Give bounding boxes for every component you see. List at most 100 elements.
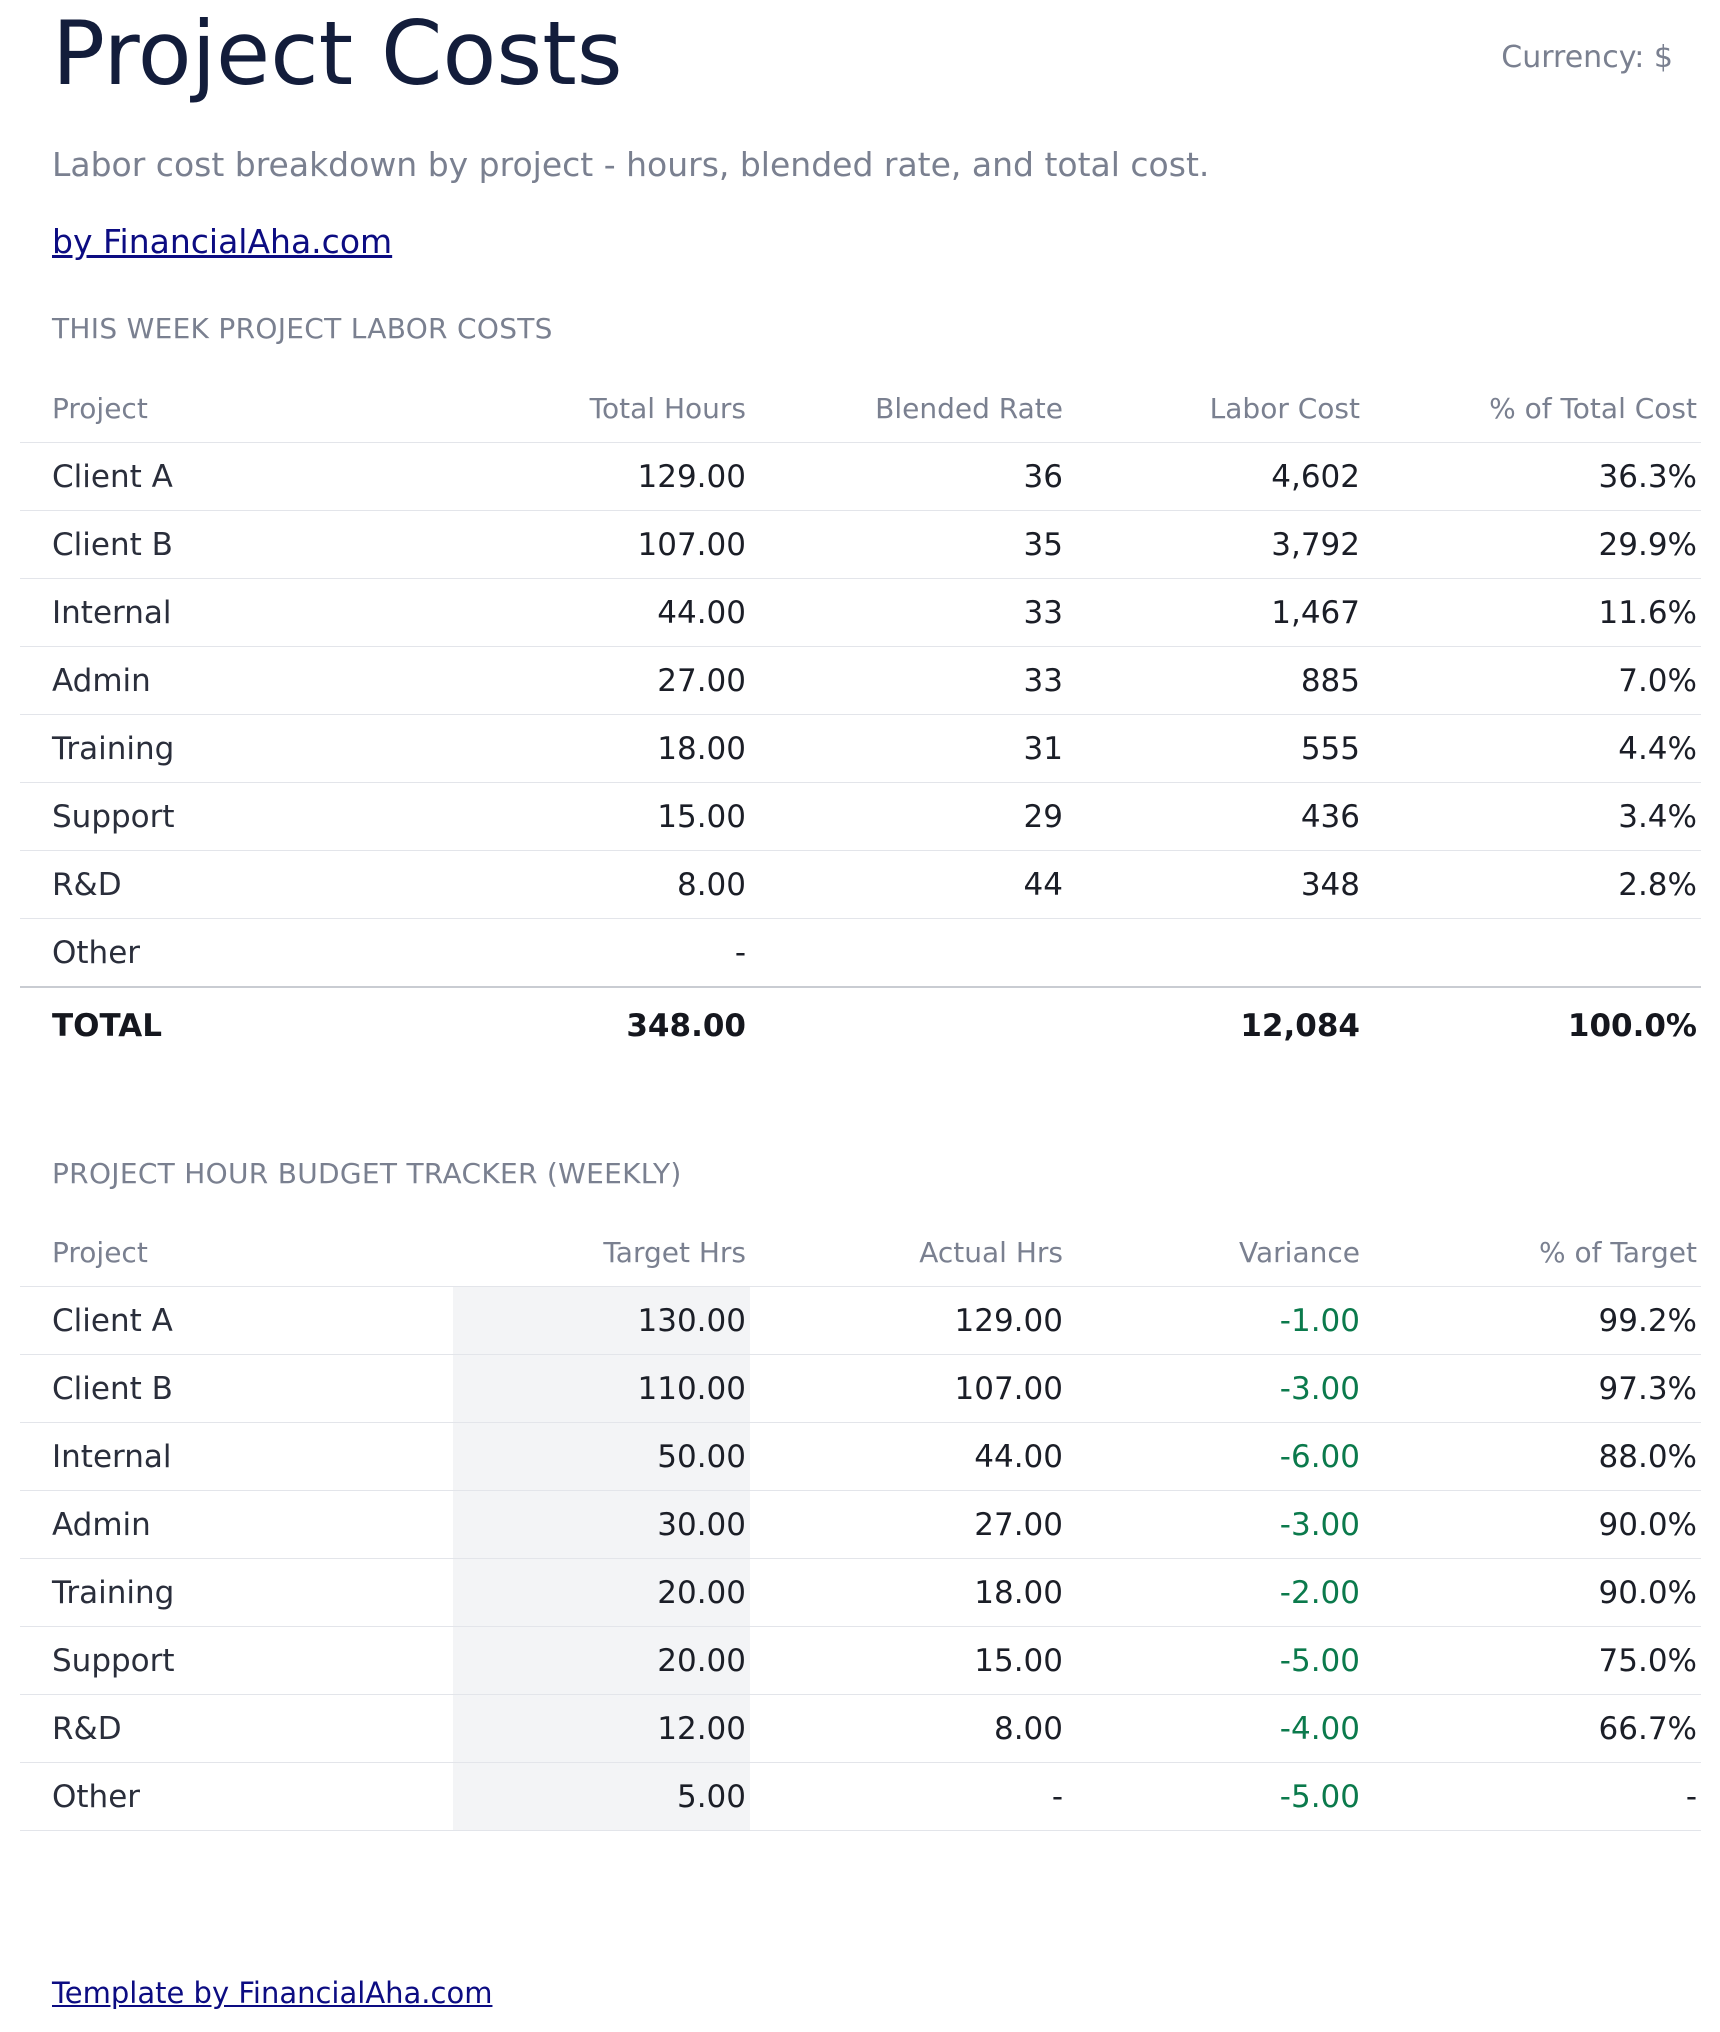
pct-total-cost-cell: 29.9% bbox=[1364, 510, 1701, 579]
table-row: Training 18.00 31 555 4.4% bbox=[20, 714, 1701, 783]
project-cell: Client A bbox=[20, 1286, 453, 1355]
table-row: Client A 130.00 129.00 -1.00 99.2% bbox=[20, 1286, 1701, 1355]
project-cell: Client B bbox=[20, 510, 453, 579]
table-header-row: Project Total Hours Blended Rate Labor C… bbox=[20, 374, 1701, 443]
table-row: Training 20.00 18.00 -2.00 90.0% bbox=[20, 1558, 1701, 1627]
labor-cost-cell: 555 bbox=[1067, 714, 1364, 783]
labor-cost-cell: 1,467 bbox=[1067, 578, 1364, 647]
actual-hrs-cell: 44.00 bbox=[750, 1422, 1067, 1491]
footer-template-link[interactable]: Template by FinancialAha.com bbox=[52, 1976, 493, 2010]
variance-cell: -5.00 bbox=[1067, 1762, 1364, 1831]
pct-target-cell: 99.2% bbox=[1364, 1286, 1701, 1355]
labor-cost-cell: 348 bbox=[1067, 850, 1364, 919]
blended-rate-cell: 33 bbox=[750, 578, 1067, 647]
total-hours-cell: 107.00 bbox=[453, 510, 750, 579]
labor-costs-heading: THIS WEEK PROJECT LABOR COSTS bbox=[52, 312, 553, 345]
target-hrs-cell: 30.00 bbox=[453, 1490, 750, 1559]
column-header-actual-hrs: Actual Hrs bbox=[750, 1218, 1067, 1287]
labor-costs-table: Project Total Hours Blended Rate Labor C… bbox=[20, 374, 1701, 1064]
total-row: TOTAL 348.00 12,084 100.0% bbox=[20, 986, 1701, 1064]
target-hrs-cell: 12.00 bbox=[453, 1694, 750, 1763]
pct-total-cost-cell bbox=[1364, 918, 1701, 988]
currency-label: Currency: $ bbox=[1501, 40, 1673, 75]
target-hrs-cell: 20.00 bbox=[453, 1558, 750, 1627]
variance-cell: -2.00 bbox=[1067, 1558, 1364, 1627]
table-row: Internal 44.00 33 1,467 11.6% bbox=[20, 578, 1701, 647]
total-rate-cell bbox=[750, 986, 1067, 1064]
budget-tracker-table: Project Target Hrs Actual Hrs Variance %… bbox=[20, 1218, 1701, 1831]
table-row: Client A 129.00 36 4,602 36.3% bbox=[20, 442, 1701, 511]
table-row: Admin 27.00 33 885 7.0% bbox=[20, 646, 1701, 715]
project-cell: R&D bbox=[20, 850, 453, 919]
table-row: R&D 12.00 8.00 -4.00 66.7% bbox=[20, 1694, 1701, 1763]
pct-total-cost-cell: 7.0% bbox=[1364, 646, 1701, 715]
table-row: Other 5.00- -5.00- bbox=[20, 1762, 1701, 1831]
target-hrs-cell: 20.00 bbox=[453, 1626, 750, 1695]
column-header-variance: Variance bbox=[1067, 1218, 1364, 1287]
labor-cost-cell: 436 bbox=[1067, 782, 1364, 851]
total-hours-cell: - bbox=[453, 918, 750, 988]
pct-total-cost-cell: 4.4% bbox=[1364, 714, 1701, 783]
project-cell: Support bbox=[20, 782, 453, 851]
table-row: Other - bbox=[20, 918, 1701, 988]
total-cost-cell: 12,084 bbox=[1067, 986, 1364, 1064]
column-header-labor-cost: Labor Cost bbox=[1067, 374, 1364, 443]
table-row: Client B 107.00 35 3,792 29.9% bbox=[20, 510, 1701, 579]
actual-hrs-cell: 27.00 bbox=[750, 1490, 1067, 1559]
project-cell: Training bbox=[20, 1558, 453, 1627]
pct-target-cell: 90.0% bbox=[1364, 1490, 1701, 1559]
pct-target-cell: - bbox=[1364, 1762, 1701, 1831]
actual-hrs-cell: 15.00 bbox=[750, 1626, 1067, 1695]
total-hours-cell: 8.00 bbox=[453, 850, 750, 919]
pct-target-cell: 88.0% bbox=[1364, 1422, 1701, 1491]
target-hrs-cell: 50.00 bbox=[453, 1422, 750, 1491]
variance-cell: -4.00 bbox=[1067, 1694, 1364, 1763]
blended-rate-cell: 31 bbox=[750, 714, 1067, 783]
column-header-pct-total-cost: % of Total Cost bbox=[1364, 374, 1701, 443]
project-cell: Other bbox=[20, 1762, 453, 1831]
project-cell: Admin bbox=[20, 646, 453, 715]
target-hrs-cell: 130.00 bbox=[453, 1286, 750, 1355]
project-cell: Training bbox=[20, 714, 453, 783]
total-label: TOTAL bbox=[20, 986, 453, 1064]
project-cell: Admin bbox=[20, 1490, 453, 1559]
table-row: Support 15.00 29 436 3.4% bbox=[20, 782, 1701, 851]
project-cell: Internal bbox=[20, 578, 453, 647]
variance-cell: -6.00 bbox=[1067, 1422, 1364, 1491]
blended-rate-cell bbox=[750, 918, 1067, 988]
project-cell: Support bbox=[20, 1626, 453, 1695]
actual-hrs-cell: 107.00 bbox=[750, 1354, 1067, 1423]
project-cell: Internal bbox=[20, 1422, 453, 1491]
table-header-row: Project Target Hrs Actual Hrs Variance %… bbox=[20, 1218, 1701, 1287]
table-row: Internal 50.00 44.00 -6.00 88.0% bbox=[20, 1422, 1701, 1491]
column-header-target-hrs: Target Hrs bbox=[453, 1218, 750, 1287]
project-cell: Client A bbox=[20, 442, 453, 511]
actual-hrs-cell: - bbox=[750, 1762, 1067, 1831]
page-title: Project Costs bbox=[52, 2, 623, 105]
pct-total-cost-cell: 36.3% bbox=[1364, 442, 1701, 511]
pct-total-cost-cell: 3.4% bbox=[1364, 782, 1701, 851]
budget-tracker-heading: PROJECT HOUR BUDGET TRACKER (WEEKLY) bbox=[52, 1157, 682, 1190]
project-cell: Client B bbox=[20, 1354, 453, 1423]
table-row: Client B 110.00 107.00 -3.00 97.3% bbox=[20, 1354, 1701, 1423]
variance-cell: -1.00 bbox=[1067, 1286, 1364, 1355]
pct-target-cell: 75.0% bbox=[1364, 1626, 1701, 1695]
blended-rate-cell: 44 bbox=[750, 850, 1067, 919]
byline-link[interactable]: by FinancialAha.com bbox=[52, 222, 393, 261]
total-pct-cell: 100.0% bbox=[1364, 986, 1701, 1064]
labor-cost-cell: 4,602 bbox=[1067, 442, 1364, 511]
pct-total-cost-cell: 11.6% bbox=[1364, 578, 1701, 647]
total-hours-cell: 129.00 bbox=[453, 442, 750, 511]
labor-cost-cell: 3,792 bbox=[1067, 510, 1364, 579]
blended-rate-cell: 33 bbox=[750, 646, 1067, 715]
table-row: Support 20.00 15.00 -5.00 75.0% bbox=[20, 1626, 1701, 1695]
total-hours-cell: 15.00 bbox=[453, 782, 750, 851]
total-hours-cell: 18.00 bbox=[453, 714, 750, 783]
target-hrs-cell: 110.00 bbox=[453, 1354, 750, 1423]
total-hours-cell: 27.00 bbox=[453, 646, 750, 715]
blended-rate-cell: 36 bbox=[750, 442, 1067, 511]
pct-target-cell: 90.0% bbox=[1364, 1558, 1701, 1627]
actual-hrs-cell: 18.00 bbox=[750, 1558, 1067, 1627]
labor-cost-cell: 885 bbox=[1067, 646, 1364, 715]
column-header-project: Project bbox=[20, 1218, 453, 1287]
